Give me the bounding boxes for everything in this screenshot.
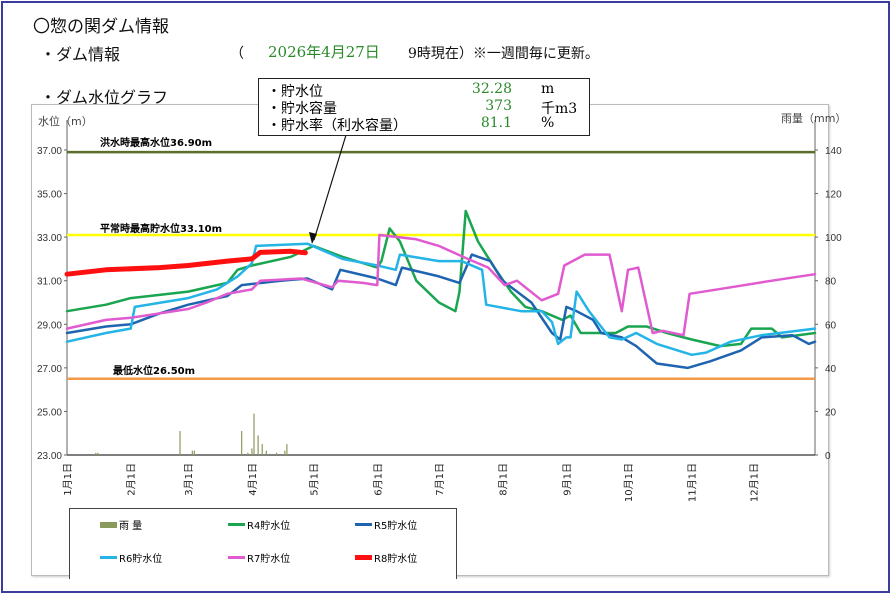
y-tick-label-left: 37.00 xyxy=(37,146,62,157)
flood-level-label: 洪水時最高水位36.90m xyxy=(100,138,213,149)
update-note: 9時現在）※一週間毎に更新。 xyxy=(408,46,599,62)
x-tick-label: 1月1日 xyxy=(62,463,74,496)
x-tick-label: 11月1日 xyxy=(687,463,699,502)
callout-arrowhead xyxy=(309,232,317,244)
graph-heading: ・ダム水位グラフ xyxy=(40,88,169,107)
series-line-R4貯水位 xyxy=(65,209,817,348)
legend-item-r5: R5貯水位 xyxy=(355,517,417,532)
current-status-callout: ・貯水位 32.28 m ・貯水容量 373 千m3 ・貯水率（利水容量） 81… xyxy=(258,78,590,136)
y-tick-label-right: 60 xyxy=(825,320,837,331)
water-level-row: ・貯水位 32.28 m xyxy=(267,81,587,100)
rain-bar xyxy=(253,413,255,455)
series-line-R7貯水位 xyxy=(65,233,817,337)
series-line-R8貯水位 xyxy=(64,248,308,277)
x-tick-label: 10月1日 xyxy=(623,463,635,502)
legend-item-r8: R8貯水位 xyxy=(355,550,417,565)
rain-bar xyxy=(193,450,196,455)
update-date: 2026年4月27日 xyxy=(268,43,380,61)
y-tick-label-right: 20 xyxy=(825,407,837,418)
x-tick-label: 5月1日 xyxy=(309,463,321,496)
rain-bar xyxy=(191,450,193,455)
y-tick-label-left: 25.00 xyxy=(37,407,62,418)
x-tick-label: 8月1日 xyxy=(498,463,510,496)
x-tick-label: 7月1日 xyxy=(434,463,446,496)
normal-level-label: 平常時最高貯水位33.10m xyxy=(100,224,223,235)
rain-bar xyxy=(257,435,259,455)
legend-item-r4: R4貯水位 xyxy=(228,517,290,532)
water-level-unit: m xyxy=(541,81,555,97)
y-tick-label-right: 120 xyxy=(825,190,842,201)
rain-bar xyxy=(241,431,243,455)
storage-rate-label: ・貯水率（利水容量） xyxy=(267,118,407,134)
water-level-value: 32.28 xyxy=(471,81,512,97)
y-axis-left-label: 水位（m） xyxy=(38,115,93,128)
y-tick-label-right: 0 xyxy=(825,451,831,462)
storage-volume-row: ・貯水容量 373 千m3 xyxy=(267,98,587,117)
legend-item-r6: R6貯水位 xyxy=(100,550,162,565)
rain-bar xyxy=(261,444,263,455)
legend-label: R5貯水位 xyxy=(374,521,418,532)
storage-volume-unit: 千m3 xyxy=(541,101,578,117)
legend-swatch xyxy=(100,556,117,559)
rain-bar xyxy=(286,444,288,455)
rain-bar xyxy=(251,448,253,455)
legend-label: R8貯水位 xyxy=(374,554,418,565)
legend-label: R4貯水位 xyxy=(247,521,291,532)
legend: 雨 量 R4貯水位 R5貯水位 R6貯水位 R7貯水位 R8貯水位 xyxy=(69,508,457,579)
legend-swatch xyxy=(228,523,245,526)
rain-bar xyxy=(284,450,286,455)
storage-rate-row: ・貯水率（利水容量） 81.1 % xyxy=(267,115,587,134)
x-tick-label: 2月1日 xyxy=(126,463,138,496)
rain-bar xyxy=(276,452,278,455)
legend-swatch xyxy=(228,556,245,559)
y-tick-label-left: 29.00 xyxy=(37,320,62,331)
x-tick-label: 9月1日 xyxy=(561,463,573,496)
storage-volume-value: 373 xyxy=(485,98,512,114)
legend-swatch xyxy=(355,555,372,560)
y-tick-label-left: 33.00 xyxy=(37,233,62,244)
y-tick-label-right: 140 xyxy=(825,146,842,157)
min-level-label: 最低水位26.50m xyxy=(113,366,196,377)
rain-bar xyxy=(265,450,267,455)
rain-bar xyxy=(97,452,99,455)
x-tick-label: 12月1日 xyxy=(748,463,760,502)
storage-volume-label: ・貯水容量 xyxy=(267,101,337,117)
page-title: 〇惣の関ダム情報 xyxy=(33,17,169,37)
legend-item-r7: R7貯水位 xyxy=(228,550,290,565)
paren-open: （ xyxy=(230,46,244,62)
x-tick-label: 6月1日 xyxy=(372,463,384,496)
rain-bar xyxy=(179,431,181,455)
series-line-R6貯水位 xyxy=(65,242,817,357)
y-tick-label-left: 31.00 xyxy=(37,277,62,288)
legend-label: 雨 量 xyxy=(119,521,143,532)
storage-rate-value: 81.1 xyxy=(480,115,512,131)
legend-swatch xyxy=(100,521,117,528)
y-tick-label-right: 40 xyxy=(825,364,837,375)
y-tick-label-left: 23.00 xyxy=(37,451,62,462)
y-tick-label-right: 100 xyxy=(825,233,842,244)
y-tick-label-right: 80 xyxy=(825,277,837,288)
legend-swatch xyxy=(355,523,372,526)
legend-item-rain: 雨 量 xyxy=(100,517,142,532)
dam-info-heading: ・ダム情報 xyxy=(40,45,121,64)
y-axis-right-label: 雨量（mm） xyxy=(781,112,847,125)
storage-rate-unit: % xyxy=(541,115,555,131)
rain-bar xyxy=(95,452,97,455)
x-tick-label: 3月1日 xyxy=(183,463,195,496)
callout-arrow xyxy=(313,134,347,241)
legend-label: R7貯水位 xyxy=(247,554,291,565)
rain-bar xyxy=(247,452,249,455)
water-level-label: ・貯水位 xyxy=(267,84,323,100)
y-tick-label-left: 35.00 xyxy=(37,190,62,201)
y-tick-label-left: 27.00 xyxy=(37,364,62,375)
legend-label: R6貯水位 xyxy=(119,554,163,565)
x-tick-label: 4月1日 xyxy=(247,463,259,496)
series-line-R5貯水位 xyxy=(65,253,817,370)
